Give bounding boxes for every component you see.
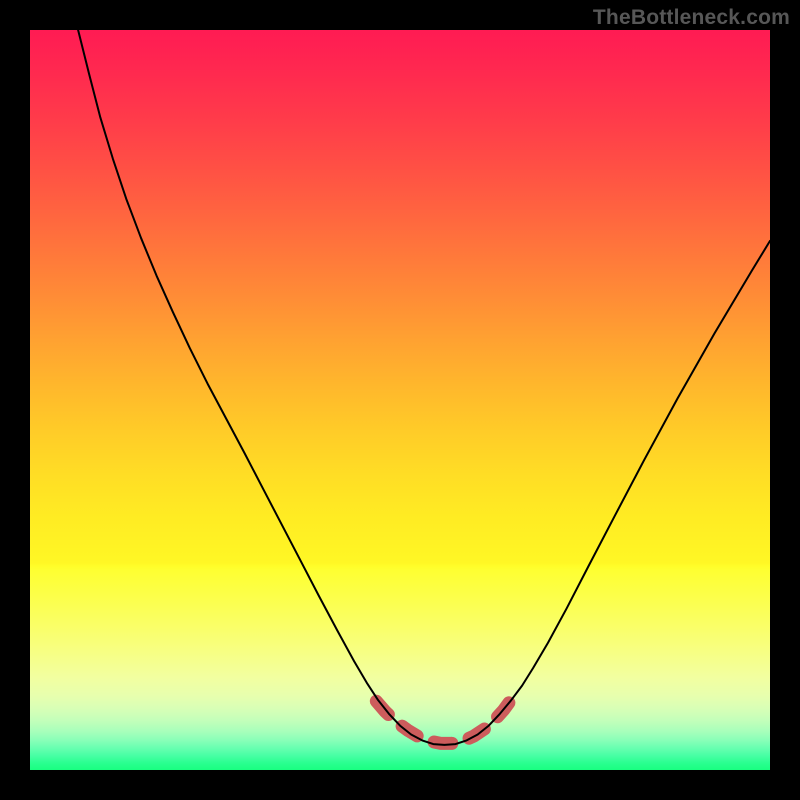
curve-layer	[30, 30, 770, 770]
plot-area	[30, 30, 770, 770]
chart-frame: TheBottleneck.com	[0, 0, 800, 800]
watermark-text: TheBottleneck.com	[593, 6, 790, 30]
bottleneck-curve	[78, 30, 770, 745]
